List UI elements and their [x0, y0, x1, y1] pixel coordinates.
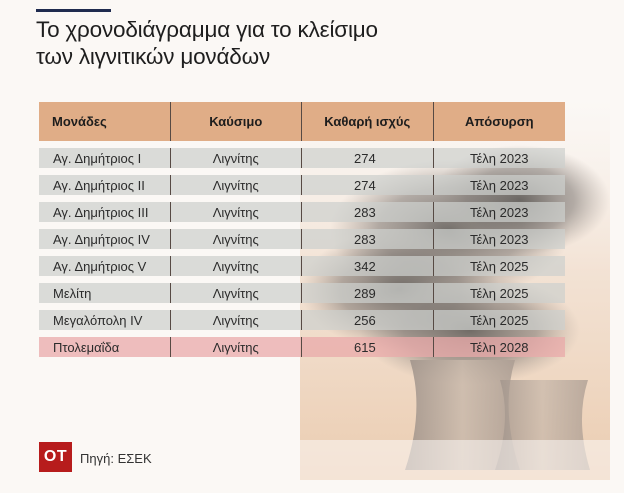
- cell-power: 283: [302, 229, 434, 249]
- table-row: Αγ. Δημήτριος V Λιγνίτης 342 Τέλη 2025: [39, 256, 565, 276]
- cell-unit: Μεγαλόπολη IV: [39, 310, 171, 330]
- cell-power: 615: [302, 337, 434, 357]
- header-units: Μονάδες: [39, 102, 171, 141]
- cell-fuel: Λιγνίτης: [170, 337, 302, 357]
- source-note: Πηγή: ΕΣΕΚ: [80, 451, 152, 466]
- title-line-2: των λιγνιτικών μονάδων: [36, 44, 270, 69]
- cell-fuel: Λιγνίτης: [170, 283, 302, 303]
- cell-power: 274: [302, 175, 434, 195]
- cell-retirement: Τέλη 2025: [433, 283, 565, 303]
- table-row-highlighted: Πτολεμαΐδα Λιγνίτης 615 Τέλη 2028: [39, 337, 565, 357]
- cell-retirement: Τέλη 2028: [433, 337, 565, 357]
- cell-power: 283: [302, 202, 434, 222]
- cell-unit: Μελίτη: [39, 283, 171, 303]
- cell-retirement: Τέλη 2023: [433, 148, 565, 168]
- lignite-units-table: Μονάδες Καύσιμο Καθαρή ισχύς Απόσυρση Αγ…: [39, 95, 565, 364]
- cell-unit: Αγ. Δημήτριος III: [39, 202, 171, 222]
- cell-retirement: Τέλη 2025: [433, 310, 565, 330]
- cell-unit: Αγ. Δημήτριος II: [39, 175, 171, 195]
- cell-unit: Αγ. Δημήτριος V: [39, 256, 171, 276]
- cell-fuel: Λιγνίτης: [170, 256, 302, 276]
- title-line-1: Το χρονοδιάγραμμα για το κλείσιμο: [36, 17, 378, 42]
- table-header-row: Μονάδες Καύσιμο Καθαρή ισχύς Απόσυρση: [39, 102, 565, 141]
- top-accent-rule: [36, 9, 111, 12]
- cell-retirement: Τέλη 2023: [433, 229, 565, 249]
- header-fuel: Καύσιμο: [170, 102, 302, 141]
- cell-unit: Αγ. Δημήτριος IV: [39, 229, 171, 249]
- table-row: Μεγαλόπολη IV Λιγνίτης 256 Τέλη 2025: [39, 310, 565, 330]
- header-net-power: Καθαρή ισχύς: [302, 102, 434, 141]
- logo-text: ΟΤ: [43, 448, 68, 465]
- table-row: Αγ. Δημήτριος II Λιγνίτης 274 Τέλη 2023: [39, 175, 565, 195]
- cell-retirement: Τέλη 2023: [433, 202, 565, 222]
- table-row: Αγ. Δημήτριος I Λιγνίτης 274 Τέλη 2023: [39, 148, 565, 168]
- table-row: Αγ. Δημήτριος III Λιγνίτης 283 Τέλη 2023: [39, 202, 565, 222]
- cell-fuel: Λιγνίτης: [170, 229, 302, 249]
- cell-fuel: Λιγνίτης: [170, 310, 302, 330]
- table-row: Μελίτη Λιγνίτης 289 Τέλη 2025: [39, 283, 565, 303]
- cell-fuel: Λιγνίτης: [170, 202, 302, 222]
- page-title: Το χρονοδιάγραμμα για το κλείσιμο των λι…: [36, 16, 596, 70]
- cell-power: 256: [302, 310, 434, 330]
- cell-unit: Αγ. Δημήτριος I: [39, 148, 171, 168]
- cell-fuel: Λιγνίτης: [170, 175, 302, 195]
- cell-unit: Πτολεμαΐδα: [39, 337, 171, 357]
- cell-power: 289: [302, 283, 434, 303]
- cell-power: 274: [302, 148, 434, 168]
- cell-fuel: Λιγνίτης: [170, 148, 302, 168]
- ot-logo: ΟΤ: [39, 442, 72, 472]
- table-row: Αγ. Δημήτριος IV Λιγνίτης 283 Τέλη 2023: [39, 229, 565, 249]
- cell-power: 342: [302, 256, 434, 276]
- cell-retirement: Τέλη 2023: [433, 175, 565, 195]
- cell-retirement: Τέλη 2025: [433, 256, 565, 276]
- header-retirement: Απόσυρση: [433, 102, 565, 141]
